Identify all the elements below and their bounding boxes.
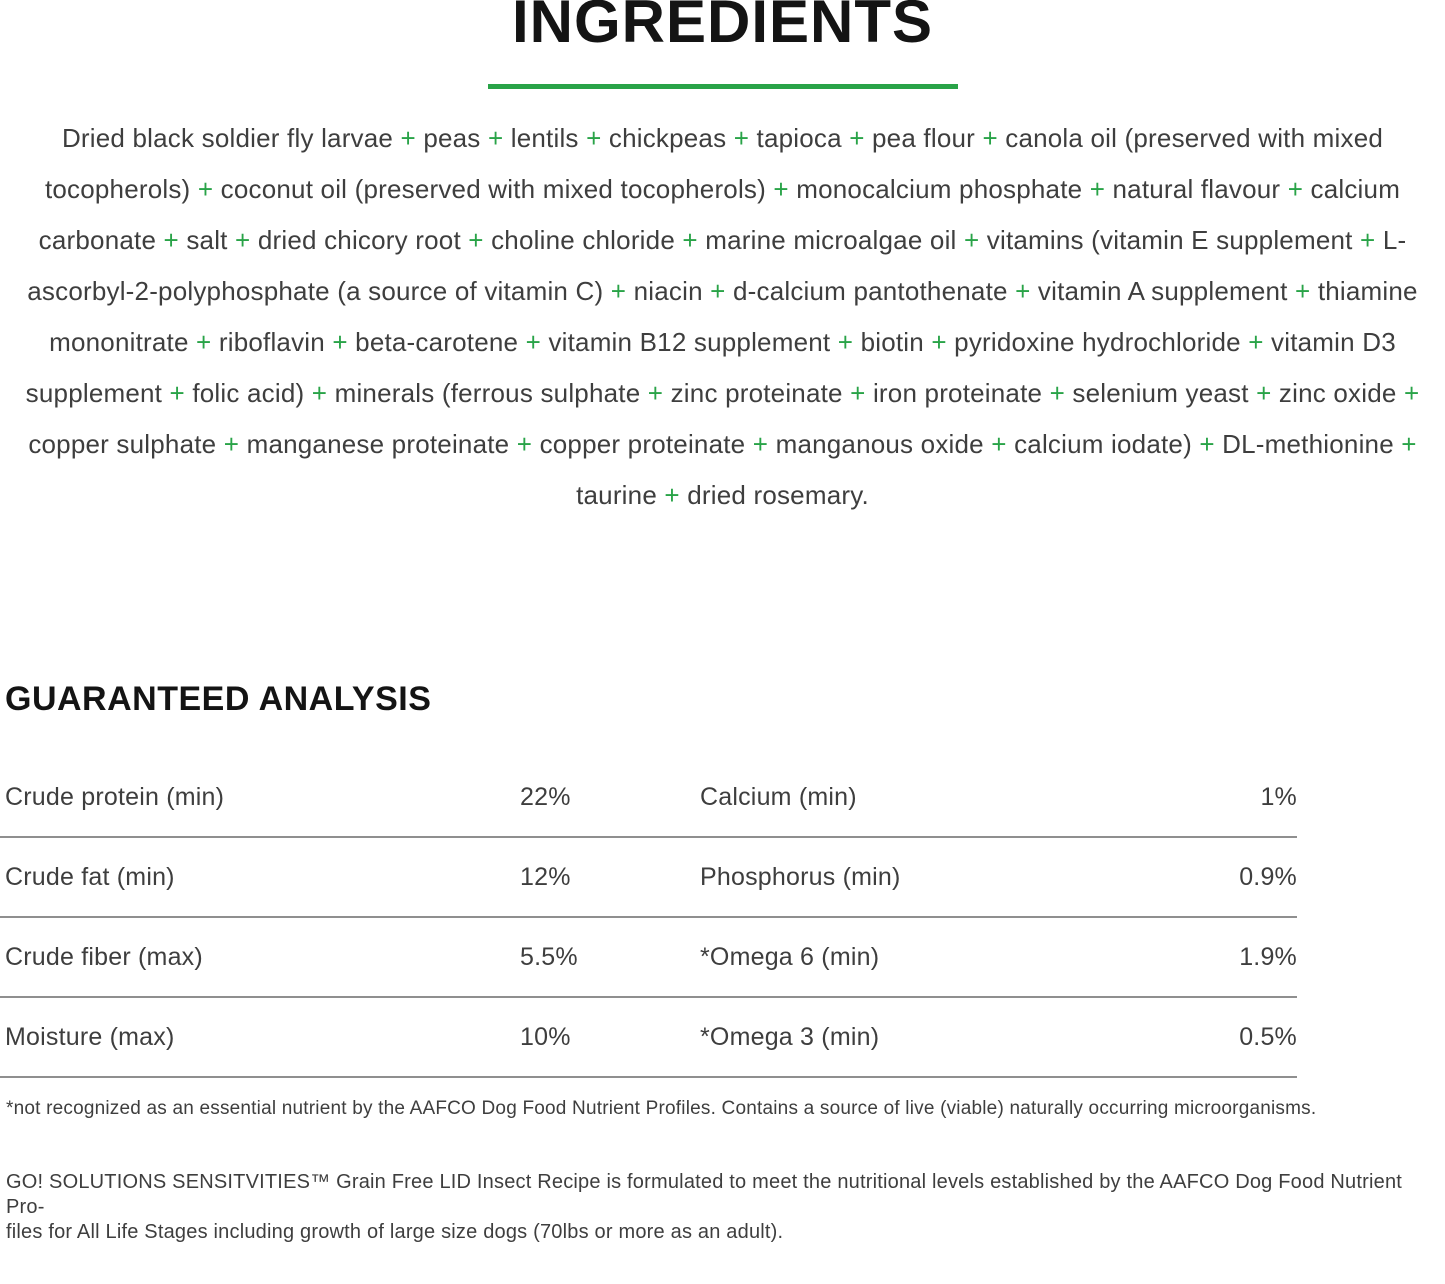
plus-separator: + (849, 123, 865, 153)
plus-separator: + (1403, 378, 1420, 408)
nutrient-label: *Omega 3 (min) (700, 1022, 880, 1051)
plus-separator: + (837, 327, 854, 357)
plus-separator: + (1287, 174, 1304, 204)
plus-separator: + (1360, 225, 1376, 255)
nutrient-label: Phosphorus (min) (700, 862, 901, 891)
plus-separator: + (400, 123, 416, 153)
formulation-line: GO! SOLUTIONS SENSITVITIES™ Grain Free L… (6, 1171, 1403, 1219)
plus-separator: + (963, 225, 980, 255)
plus-separator: + (1015, 276, 1031, 306)
plus-separator: + (991, 429, 1007, 459)
nutrient-value: 5.5% (520, 942, 578, 971)
nutrient-label: Crude fiber (max) (5, 942, 203, 971)
guaranteed-analysis-title: GUARANTEED ANALYSIS (5, 680, 432, 718)
plus-separator: + (311, 378, 328, 408)
plus-separator: + (850, 378, 866, 408)
ingredients-title: INGREDIENTS (511, 0, 934, 55)
plus-separator: + (931, 327, 947, 357)
plus-separator: + (682, 225, 698, 255)
nutrient-value: 12% (520, 862, 571, 891)
guaranteed-analysis-table: Crude protein (min) 22% Calcium (min) 1%… (0, 758, 1445, 1079)
green-divider (487, 84, 958, 89)
table-row: Crude protein (min) 22% Calcium (min) 1% (0, 758, 1297, 839)
table-row: Moisture (max) 10% *Omega 3 (min) 0.5% (0, 998, 1297, 1079)
nutrient-value: 0.9% (1239, 862, 1297, 891)
plus-separator: + (710, 276, 726, 306)
plus-separator: + (487, 123, 504, 153)
nutrient-value: 1% (1260, 782, 1297, 811)
nutrient-label: Crude fat (min) (5, 862, 175, 891)
plus-separator: + (1256, 378, 1272, 408)
plus-separator: + (1248, 327, 1264, 357)
plus-separator: + (752, 429, 769, 459)
formulation-statement: GO! SOLUTIONS SENSITVITIES™ Grain Free L… (6, 1170, 1445, 1245)
plus-separator: + (169, 378, 185, 408)
plus-separator: + (197, 174, 214, 204)
plus-separator: + (332, 327, 348, 357)
nutrient-value: 0.5% (1239, 1022, 1297, 1051)
plus-separator: + (733, 123, 750, 153)
nutrient-label: Moisture (max) (5, 1022, 175, 1051)
plus-separator: + (773, 174, 789, 204)
table-row: Crude fat (min) 12% Phosphorus (min) 0.9… (0, 838, 1297, 919)
nutrient-label: Calcium (min) (700, 782, 857, 811)
plus-separator: + (163, 225, 179, 255)
plus-separator: + (525, 327, 542, 357)
plus-separator: + (235, 225, 251, 255)
plus-separator: + (647, 378, 664, 408)
plus-separator: + (610, 276, 627, 306)
plus-separator: + (664, 480, 680, 510)
plus-separator: + (1199, 429, 1215, 459)
nutrient-value: 10% (520, 1022, 571, 1051)
aafco-footnote: *not recognized as an essential nutrient… (6, 1098, 1317, 1120)
plus-separator: + (586, 123, 602, 153)
plus-separator: + (982, 123, 998, 153)
plus-separator: + (516, 429, 533, 459)
plus-separator: + (223, 429, 240, 459)
nutrient-value: 22% (520, 782, 571, 811)
nutrient-label: *Omega 6 (min) (700, 942, 880, 971)
plus-separator: + (468, 225, 484, 255)
nutrient-value: 1.9% (1239, 942, 1297, 971)
plus-separator: + (1049, 378, 1065, 408)
ingredients-text: Dried black soldier fly larvae + peas + … (25, 123, 1420, 510)
table-row: Crude fiber (max) 5.5% *Omega 6 (min) 1.… (0, 918, 1297, 999)
plus-separator: + (1089, 174, 1106, 204)
plus-separator: + (196, 327, 212, 357)
plus-separator: + (1295, 276, 1311, 306)
nutrient-label: Crude protein (min) (5, 782, 225, 811)
plus-separator: + (1401, 429, 1417, 459)
formulation-line: files for All Life Stages including grow… (6, 1221, 784, 1244)
